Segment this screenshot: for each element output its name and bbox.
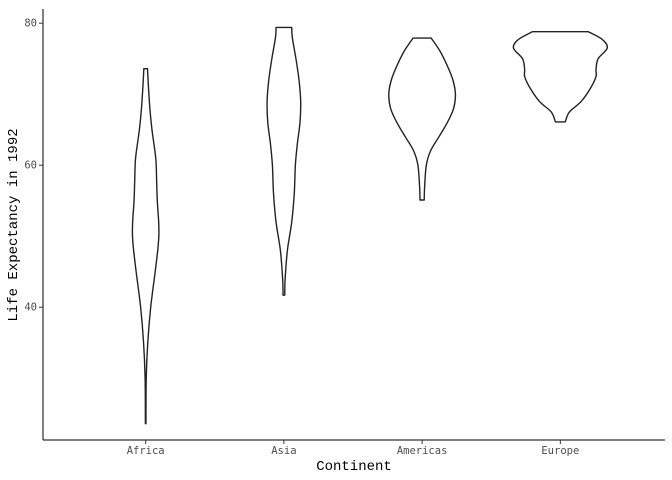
x-axis-ticks: Africa Asia Americas Europe	[127, 440, 579, 457]
y-axis-ticks: 40 60 80	[24, 18, 43, 314]
violin-layer	[131, 26, 609, 425]
y-tick-label-60: 60	[24, 160, 37, 172]
violin-africa	[131, 67, 160, 425]
violin-americas	[388, 37, 457, 201]
violin-europe	[512, 31, 609, 123]
x-axis-title: Continent	[316, 459, 392, 475]
x-tick-label-americas: Americas	[397, 445, 448, 457]
x-tick-label-asia: Asia	[271, 445, 296, 457]
x-tick-label-africa: Africa	[127, 445, 165, 457]
y-tick-label-80: 80	[24, 18, 37, 30]
violin-asia	[266, 26, 302, 296]
x-tick-label-europe: Europe	[541, 445, 579, 457]
y-tick-label-40: 40	[24, 302, 37, 314]
y-axis-title: Life Expectancy in 1992	[6, 128, 22, 321]
